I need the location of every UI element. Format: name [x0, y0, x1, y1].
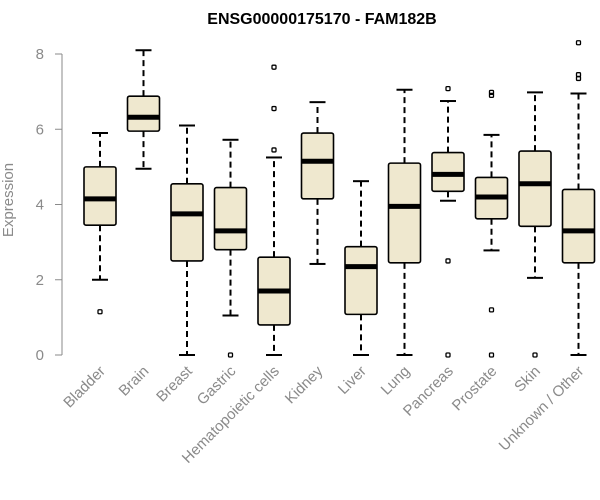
outlier-point — [532, 352, 538, 358]
outlier-point — [227, 352, 234, 358]
outlier-point — [575, 72, 582, 78]
box-group-lung — [387, 88, 422, 356]
outlier-point — [488, 352, 495, 358]
outlier-point — [445, 352, 451, 358]
y-tick-label: 4 — [36, 197, 44, 214]
box-group-kidney — [300, 101, 335, 265]
x-tick-label: Skin — [511, 363, 544, 396]
iqr-box — [300, 132, 335, 200]
y-axis-label: Expression — [0, 163, 17, 237]
x-tick-label: Liver — [335, 363, 370, 398]
box-group-brain — [126, 49, 161, 170]
box-group-hematopoietic-cells — [257, 64, 291, 356]
outlier-point — [271, 64, 277, 70]
outlier-point — [575, 40, 582, 46]
x-tick-label: Bladder — [60, 363, 109, 412]
iqr-box — [387, 162, 422, 264]
outlier-point — [271, 147, 277, 153]
box-group-prostate — [474, 89, 509, 358]
y-axis: 0 2 4 6 8 — [36, 46, 63, 364]
box-group-liver — [344, 180, 378, 356]
y-tick-label: 8 — [36, 46, 44, 63]
x-tick-label: Kidney — [282, 362, 327, 407]
outlier-point — [271, 105, 277, 112]
box-group-unknown-other — [561, 40, 596, 356]
y-tick-label: 0 — [36, 347, 44, 364]
box-group-bladder — [83, 132, 117, 315]
x-tick-label: Prostate — [449, 363, 501, 415]
outlier-point — [97, 309, 103, 315]
y-tick-label: 2 — [36, 272, 44, 289]
box-group-skin — [518, 91, 552, 358]
iqr-box — [170, 183, 204, 262]
iqr-box — [83, 166, 117, 226]
box-group-pancreas — [431, 85, 465, 358]
iqr-box — [561, 188, 596, 264]
boxplot-series — [83, 40, 596, 358]
box-group-gastric — [213, 138, 248, 358]
outlier-point — [488, 307, 495, 313]
y-tick-label: 6 — [36, 121, 44, 138]
x-tick-label: Lung — [378, 363, 414, 399]
iqr-box — [344, 245, 378, 316]
iqr-box — [213, 186, 248, 251]
chart-title: ENSG00000175170 - FAM182B — [207, 11, 436, 28]
outlier-point — [488, 92, 495, 99]
x-tick-label: Breast — [153, 362, 196, 405]
x-tick-label: Brain — [116, 363, 153, 400]
iqr-box — [126, 95, 161, 132]
outlier-point — [488, 89, 495, 96]
iqr-box — [518, 150, 552, 228]
outlier-point — [445, 258, 451, 264]
outlier-point — [445, 85, 451, 92]
box-group-breast — [170, 124, 204, 356]
